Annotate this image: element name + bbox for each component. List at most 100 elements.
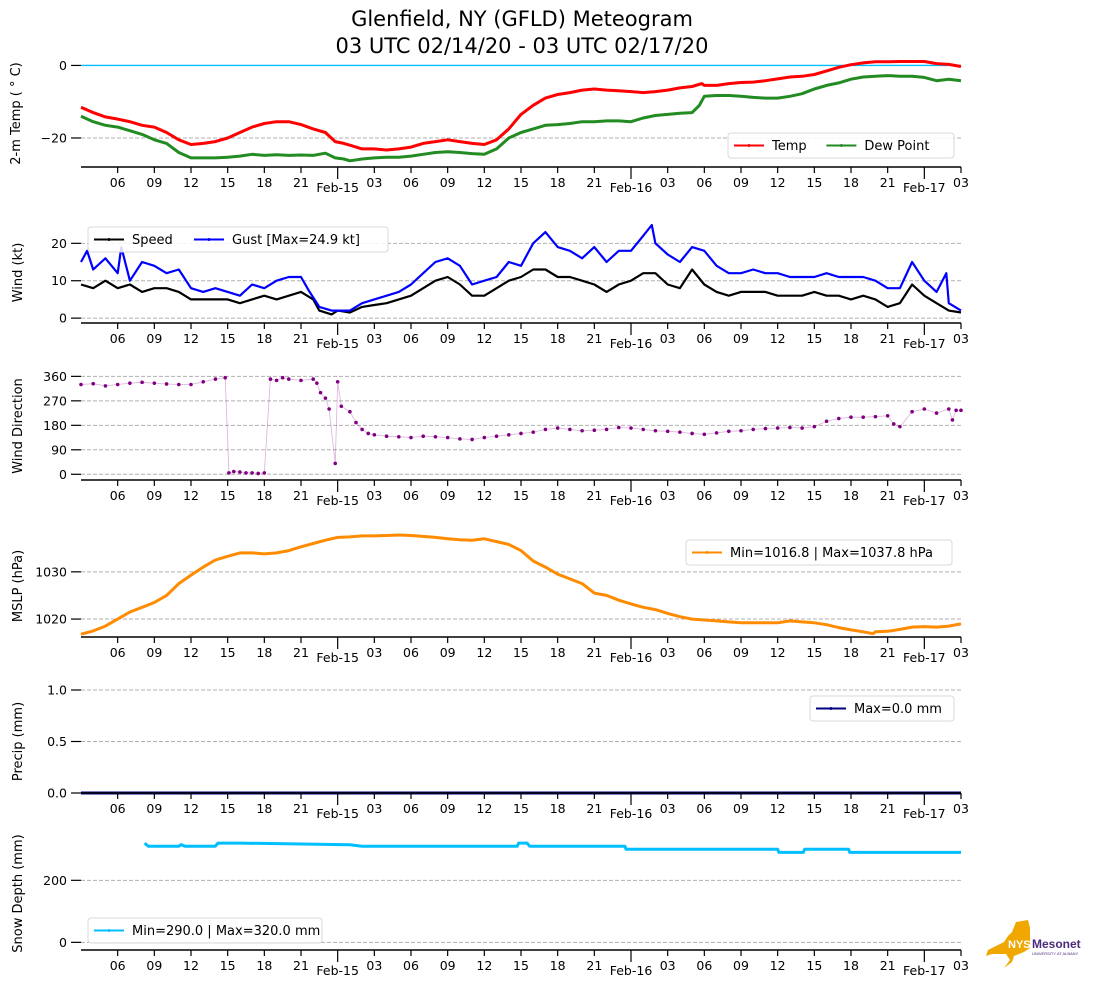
data-point xyxy=(409,435,413,440)
x-tick-label: 21 xyxy=(586,958,602,973)
data-point xyxy=(885,414,890,418)
data-point xyxy=(849,415,853,419)
x-date-label: Feb-15 xyxy=(316,650,359,665)
series-line-min-290-0-max-320-0-mm xyxy=(143,841,961,854)
x-tick-label: 09 xyxy=(146,331,162,346)
y-axis-label: Snow Depth (mm) xyxy=(11,834,26,952)
data-point xyxy=(678,430,682,434)
x-tick-label: 09 xyxy=(146,958,162,973)
x-tick-label: 12 xyxy=(770,645,786,660)
x-date-label: Feb-15 xyxy=(316,806,359,821)
data-point xyxy=(458,437,462,441)
x-tick-label: 18 xyxy=(550,175,566,190)
data-point xyxy=(176,382,181,387)
x-tick-label: 15 xyxy=(220,175,236,190)
x-tick-label: 12 xyxy=(770,488,786,503)
x-tick-label: 18 xyxy=(550,958,566,973)
data-point xyxy=(318,390,323,395)
data-point xyxy=(140,380,144,385)
y-tick-label: 1030 xyxy=(35,564,67,579)
x-date-label: Feb-15 xyxy=(316,493,359,508)
legend-marker xyxy=(839,144,843,147)
x-tick-label: 18 xyxy=(843,331,859,346)
x-date-label: Feb-17 xyxy=(903,963,946,978)
x-date-label: Feb-16 xyxy=(610,963,653,978)
data-point xyxy=(262,471,267,475)
data-point xyxy=(726,429,731,434)
legend-snow: Min=290.0 | Max=320.0 mm xyxy=(87,917,323,944)
data-point xyxy=(79,382,83,387)
x-tick-label: 18 xyxy=(550,801,566,816)
x-tick-label: 18 xyxy=(843,488,859,503)
x-tick-label: 06 xyxy=(696,175,712,190)
data-point xyxy=(494,434,499,439)
x-tick-label: 06 xyxy=(110,331,126,346)
panel-precip: 0.0 0.5 1.0 Precip (mm) 06 09 12 15 18 21 Feb-15 03… xyxy=(11,683,969,822)
data-point xyxy=(115,382,120,387)
nys-mesonet-logo: NYS Mesonet UNIVERSITY AT ALBANY xyxy=(986,920,1081,968)
x-tick-label: 12 xyxy=(476,645,492,660)
x-date-label: Feb-15 xyxy=(316,963,359,978)
legend-wind: Speed Gust [Max=24.9 kt] xyxy=(87,226,389,253)
x-tick-label: 06 xyxy=(110,175,126,190)
x-tick-label: 06 xyxy=(403,958,419,973)
legend-box xyxy=(809,695,955,722)
x-tick-label: 21 xyxy=(293,175,309,190)
x-tick-label: 15 xyxy=(806,645,822,660)
x-tick-label: 15 xyxy=(806,488,822,503)
legend-label: Min=1016.8 | Max=1037.8 hPa xyxy=(730,546,933,561)
x-tick-label: 09 xyxy=(146,488,162,503)
data-point xyxy=(299,378,303,383)
x-date-label: Feb-17 xyxy=(903,806,946,821)
x-tick-label: 15 xyxy=(220,958,236,973)
data-point xyxy=(592,428,597,433)
x-tick-label: 03 xyxy=(953,175,969,190)
y-tick-label: 20 xyxy=(51,236,67,251)
x-tick-label: 15 xyxy=(220,645,236,660)
y-axis-label: Precip (mm) xyxy=(11,702,26,781)
data-point xyxy=(690,431,694,436)
x-tick-label: 15 xyxy=(806,801,822,816)
data-point xyxy=(616,425,621,430)
x-tick-label: 18 xyxy=(256,801,272,816)
data-point xyxy=(227,471,231,475)
x-date-label: Feb-17 xyxy=(903,180,946,195)
y-tick-label: 180 xyxy=(43,418,67,433)
x-tick-label: 15 xyxy=(806,331,822,346)
legend-label: Dew Point xyxy=(864,139,929,154)
x-date-label: Feb-16 xyxy=(610,650,653,665)
y-tick-label: 0 xyxy=(59,935,67,950)
y-tick-label: 1020 xyxy=(35,612,67,627)
y-tick-label: 0 xyxy=(59,311,67,326)
x-tick-label: 06 xyxy=(696,645,712,660)
x-tick-label: 18 xyxy=(256,175,272,190)
legend-box xyxy=(87,917,323,944)
data-point xyxy=(531,430,536,434)
series-line-gust-max-24-9-kt- xyxy=(80,223,962,312)
x-tick-label: 09 xyxy=(440,645,456,660)
data-point xyxy=(333,461,338,466)
x-tick-label: 09 xyxy=(733,488,749,503)
data-point xyxy=(256,471,261,476)
legend-label: Temp xyxy=(771,139,807,154)
data-point xyxy=(543,427,548,432)
data-point xyxy=(604,427,609,432)
y-tick-label: 0.5 xyxy=(47,734,67,749)
x-tick-label: 15 xyxy=(513,331,529,346)
data-point xyxy=(891,422,896,426)
y-tick-label: 10 xyxy=(51,273,67,288)
y-axis-label: Wind Direction xyxy=(11,378,26,474)
data-point xyxy=(836,416,841,421)
x-tick-label: 18 xyxy=(843,958,859,973)
x-tick-label: 03 xyxy=(660,645,676,660)
x-tick-label: 06 xyxy=(403,801,419,816)
data-point xyxy=(824,419,829,424)
legend-precip: Max=0.0 mm xyxy=(809,695,955,722)
y-axis-label: Wind (kt) xyxy=(11,243,26,303)
x-tick-label: 03 xyxy=(660,175,676,190)
x-tick-label: 06 xyxy=(696,958,712,973)
data-point xyxy=(213,377,218,381)
data-point xyxy=(775,426,780,430)
panel-wind: 0 10 20 Wind (kt) 06 09 12 15 18 21 Feb-15 03 06 09 12… xyxy=(11,223,969,351)
